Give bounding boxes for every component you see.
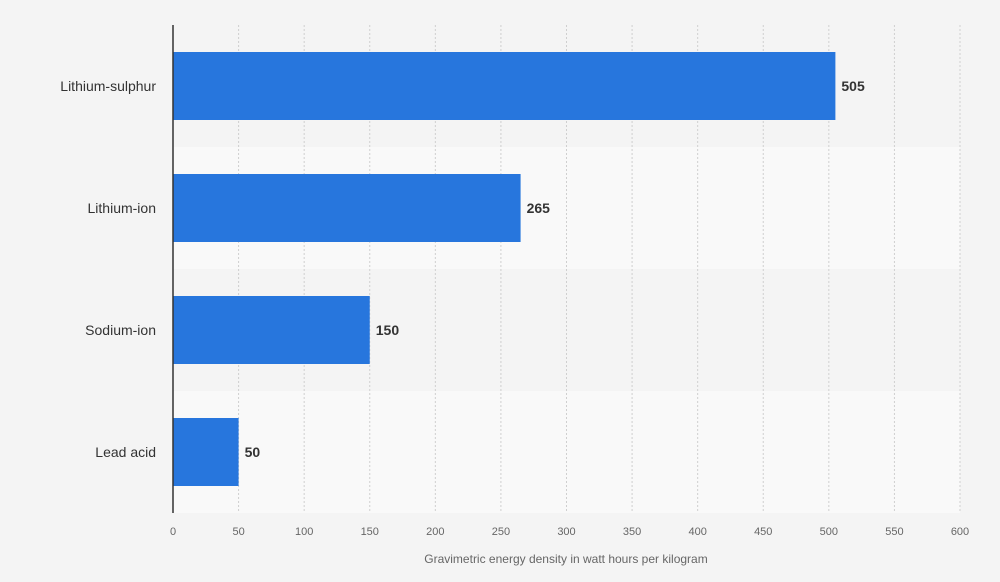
category-label: Lithium-ion: [88, 200, 156, 216]
x-tick-label: 450: [754, 526, 772, 538]
value-label: 265: [527, 200, 551, 216]
x-tick-label: 600: [951, 526, 969, 538]
category-label: Sodium-ion: [85, 322, 156, 338]
x-tick-label: 150: [361, 526, 379, 538]
x-tick-labels: 0 50 100 150 200 250 300 350 400 450 500 550 600: [170, 526, 969, 538]
category-label: Lead acid: [95, 444, 156, 460]
bar[interactable]: [173, 174, 521, 242]
x-tick-label: 300: [557, 526, 575, 538]
value-label: 150: [376, 322, 400, 338]
x-tick-label: 50: [232, 526, 244, 538]
x-axis-title: Gravimetric energy density in watt hours…: [424, 552, 707, 566]
bar[interactable]: [173, 52, 836, 120]
x-tick-label: 0: [170, 526, 176, 538]
x-tick-label: 100: [295, 526, 313, 538]
x-tick-label: 200: [426, 526, 444, 538]
bars: [173, 52, 836, 486]
x-tick-label: 250: [492, 526, 510, 538]
category-labels: Lithium-sulphur Lithium-ion Sodium-ion Lead…: [60, 78, 156, 460]
x-tick-label: 400: [688, 526, 706, 538]
x-tick-label: 550: [885, 526, 903, 538]
category-label: Lithium-sulphur: [60, 78, 156, 94]
value-labels: 505 265 150 50: [245, 78, 865, 460]
row-bands: [173, 147, 960, 513]
value-label: 505: [841, 78, 865, 94]
x-tick-label: 350: [623, 526, 641, 538]
row-band: [173, 391, 960, 513]
value-label: 50: [245, 444, 261, 460]
x-tick-label: 500: [820, 526, 838, 538]
bar[interactable]: [173, 296, 370, 364]
bar[interactable]: [173, 418, 239, 486]
